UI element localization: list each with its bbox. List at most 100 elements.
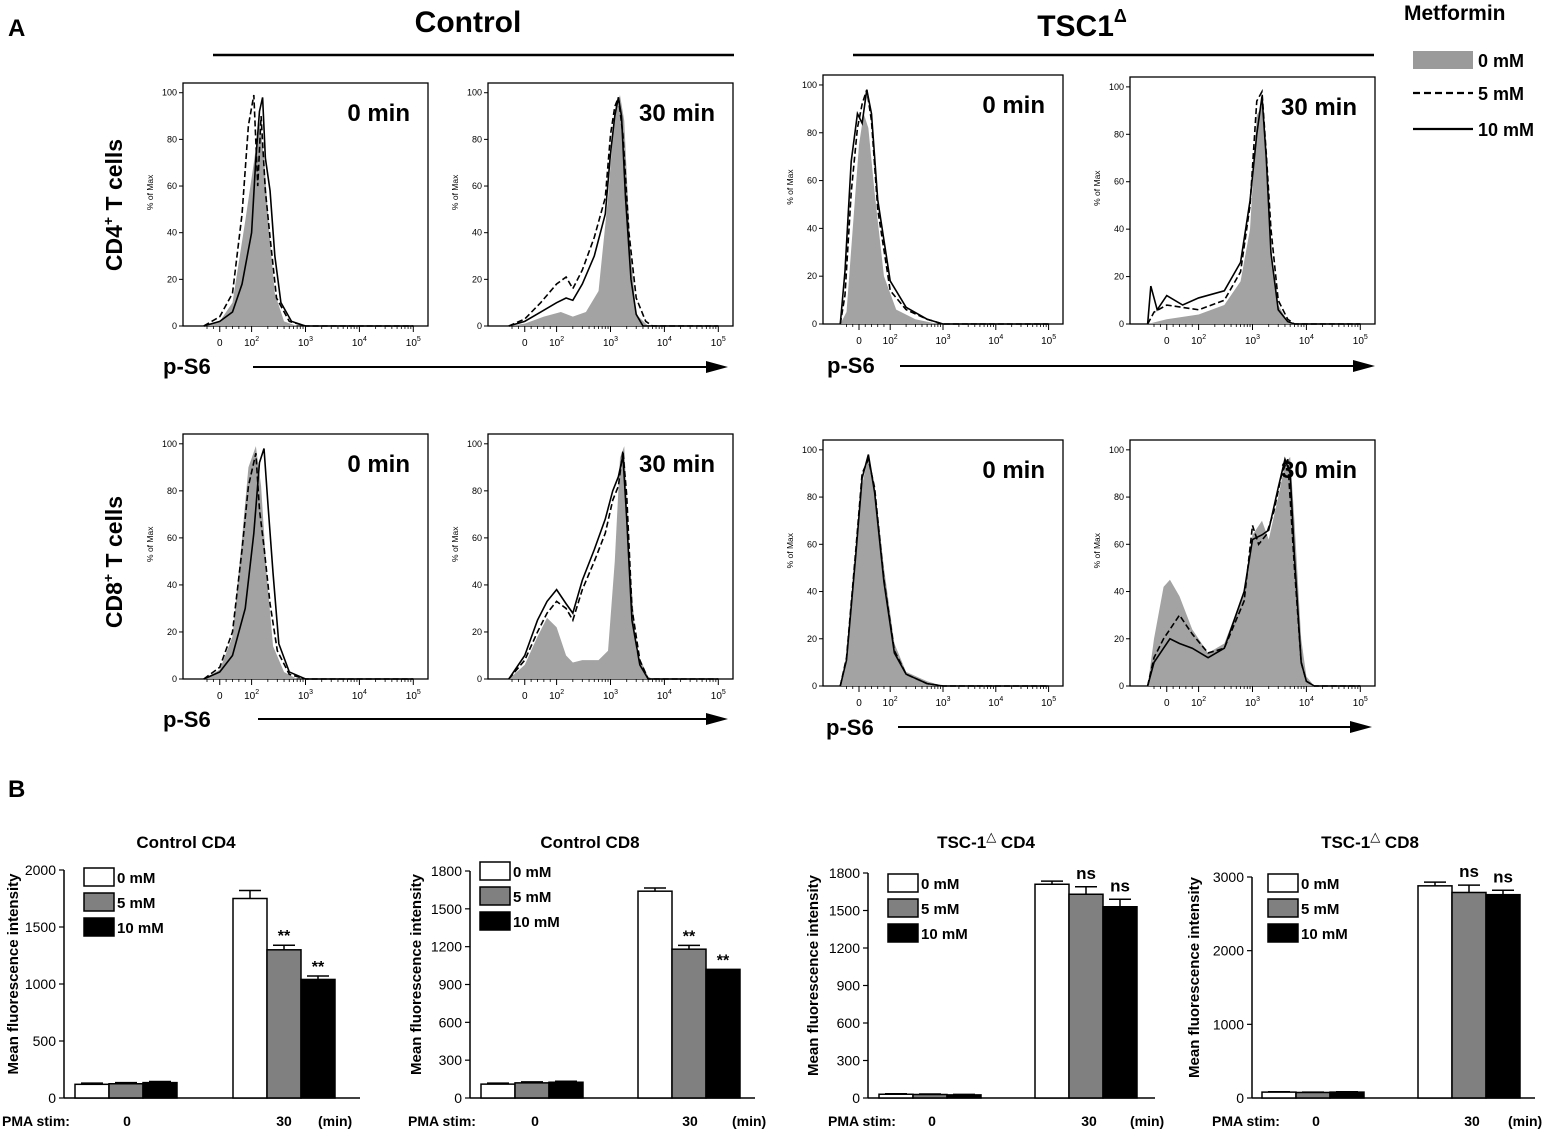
x-tick-base: 10 (549, 338, 561, 349)
x-tick-label: 104 (352, 336, 367, 349)
y-tick-label: 2000 (1213, 943, 1244, 959)
y-tick-label: 100 (802, 80, 817, 90)
legend-label: 10 mM (117, 920, 164, 937)
y-tick-label: 20 (167, 627, 177, 637)
row-label-cd8: CD8+ T cells (100, 496, 127, 628)
x-tick-base: 10 (657, 338, 669, 349)
y-tick-label: 100 (162, 439, 177, 449)
legend-swatch (83, 867, 115, 887)
bar-chart-title-rest: CD4 (996, 833, 1035, 852)
y-axis-label: Mean fluorescence intensity (5, 873, 22, 1075)
x-tick-label: 103 (298, 689, 313, 702)
y-tick-label: 0 (1119, 681, 1124, 691)
y-tick-label: 0 (812, 319, 817, 329)
y-tick-label: 300 (837, 1053, 861, 1069)
x-tick-label: 0 (522, 338, 528, 349)
x-tick-exp: 5 (1364, 334, 1368, 341)
series-10mM-solid (839, 454, 1049, 687)
series-10mM-solid (203, 97, 414, 327)
y-tick-label: 80 (472, 134, 482, 144)
group-title-tsc-main: TSC1 (1037, 10, 1114, 43)
x-tick-exp: 5 (1052, 696, 1056, 703)
x-tick-base: 10 (1245, 698, 1257, 709)
bar-chart-title: Control CD4 (136, 833, 236, 852)
x-tick-base: 10 (1353, 698, 1365, 709)
y-tick-label: 60 (472, 533, 482, 543)
x-tick-label: 0 (1164, 698, 1170, 709)
y-tick-label: 80 (807, 492, 817, 502)
legend-label: 10 mM (513, 914, 560, 931)
y-tick-label: 40 (807, 223, 817, 233)
significance-label: ns (1459, 862, 1479, 881)
series-10mM-solid (508, 455, 719, 680)
bar-chart-title-main: Control CD4 (136, 833, 236, 852)
y-tick-label: 40 (167, 228, 177, 238)
row-label-main: CD8 (101, 582, 127, 628)
bar-chart-title-main: Control CD8 (540, 833, 639, 852)
series-5mM-dashed (508, 450, 719, 680)
bar-5mM-30 (266, 949, 302, 1099)
bar-chart-title: TSC-1△ CD4 (937, 829, 1035, 852)
y-tick-label: 60 (807, 539, 817, 549)
series-5mM-dashed (203, 94, 414, 327)
bar-chart-title: TSC-1△ CD8 (1321, 829, 1419, 852)
x-tick-base: 10 (352, 338, 364, 349)
time-label: 0 min (982, 457, 1045, 484)
x-tick-exp: 5 (1052, 334, 1056, 341)
y-tick-label: 80 (1114, 129, 1124, 139)
legend-label: 10 mM (1301, 926, 1348, 943)
y-tick-label: 0 (454, 1090, 462, 1106)
x-tick-base: 10 (406, 338, 418, 349)
series-10mM-solid (203, 448, 414, 680)
x-tick-exp: 2 (255, 689, 259, 696)
x-tick-label: 105 (1041, 334, 1056, 347)
x-tick-label: 105 (406, 689, 421, 702)
bar-5mM-0 (912, 1093, 948, 1099)
bar-chart-title-main: TSC-1 (937, 833, 986, 852)
time-label: 30 min (639, 451, 715, 478)
x-axis-arrowhead (706, 713, 728, 725)
x-axis-arrowhead (1353, 360, 1375, 372)
x-axis-label-ps6: p-S6 (827, 353, 875, 378)
x-tick-base: 10 (549, 691, 561, 702)
y-tick-label: 300 (439, 1052, 463, 1068)
y-tick-label: 60 (472, 181, 482, 191)
row-label-sup: + (100, 217, 116, 225)
significance-label: ns (1076, 864, 1096, 883)
y-tick-label: 0 (477, 674, 482, 684)
y-tick-label: 0 (1119, 319, 1124, 329)
legend-swatch (479, 911, 511, 931)
legend-label: 5 mM (1301, 901, 1339, 918)
y-tick-label: 60 (167, 181, 177, 191)
y-tick-label: 40 (807, 587, 817, 597)
x-tick-base: 0 (522, 691, 528, 702)
y-tick-label: 20 (1114, 634, 1124, 644)
row-label-rest: T cells (101, 496, 127, 574)
legend-label: 5 mM (117, 895, 155, 912)
y-tick-label: 20 (807, 634, 817, 644)
x-tick-label: 104 (1299, 696, 1314, 709)
x-tick-base: 10 (988, 698, 1000, 709)
x-tick-label: 0 (856, 336, 862, 347)
legend-swatch (83, 892, 115, 912)
x-tick-base: 10 (244, 338, 256, 349)
x-tick-base: 10 (1041, 336, 1053, 347)
x-axis-prefix: PMA stim: (408, 1113, 476, 1129)
x-axis-prefix: PMA stim: (2, 1113, 70, 1129)
legend-swatch (1267, 898, 1299, 918)
x-tick-exp: 2 (894, 334, 898, 341)
y-tick-label: 80 (807, 128, 817, 138)
x-tick-base: 0 (217, 338, 223, 349)
x-tick-label: 103 (603, 336, 618, 349)
y-tick-label: 0 (48, 1090, 56, 1106)
y-axis-label: % of Max (450, 526, 460, 562)
x-tick-label: 104 (352, 689, 367, 702)
x-tick-base: 0 (856, 336, 862, 347)
y-tick-label: 1800 (829, 865, 860, 881)
x-tick-label: 103 (298, 336, 313, 349)
y-tick-label: 1500 (829, 903, 860, 919)
x-axis-label-ps6: p-S6 (826, 715, 874, 740)
y-tick-label: 40 (472, 580, 482, 590)
